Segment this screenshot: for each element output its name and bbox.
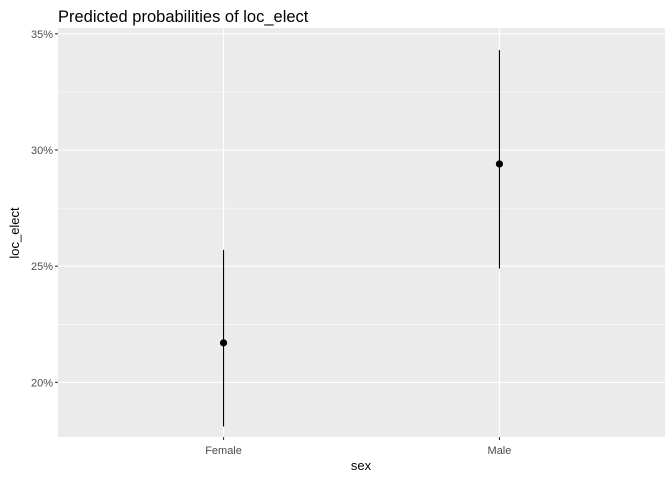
grid-minor-y <box>58 91 665 325</box>
x-tick-label: Male <box>488 445 512 457</box>
x-axis: Female Male <box>205 437 511 457</box>
errorbars <box>222 50 501 427</box>
data-point <box>495 160 504 168</box>
data-point <box>219 339 228 347</box>
y-tick-label: 25% <box>31 261 53 273</box>
x-tick-label: Female <box>205 445 242 457</box>
chart-title: Predicted probabilities of loc_elect <box>58 8 309 26</box>
y-axis: 20% 25% 30% 35% <box>31 29 58 389</box>
plot-panel <box>58 28 665 437</box>
points <box>219 160 504 347</box>
y-tick-label: 30% <box>31 145 53 157</box>
x-axis-title: sex <box>351 458 372 473</box>
y-axis-title: loc_elect <box>7 207 22 259</box>
grid-major-y <box>58 33 665 383</box>
y-tick-label: 20% <box>31 377 53 389</box>
y-tick-label: 35% <box>31 29 53 41</box>
